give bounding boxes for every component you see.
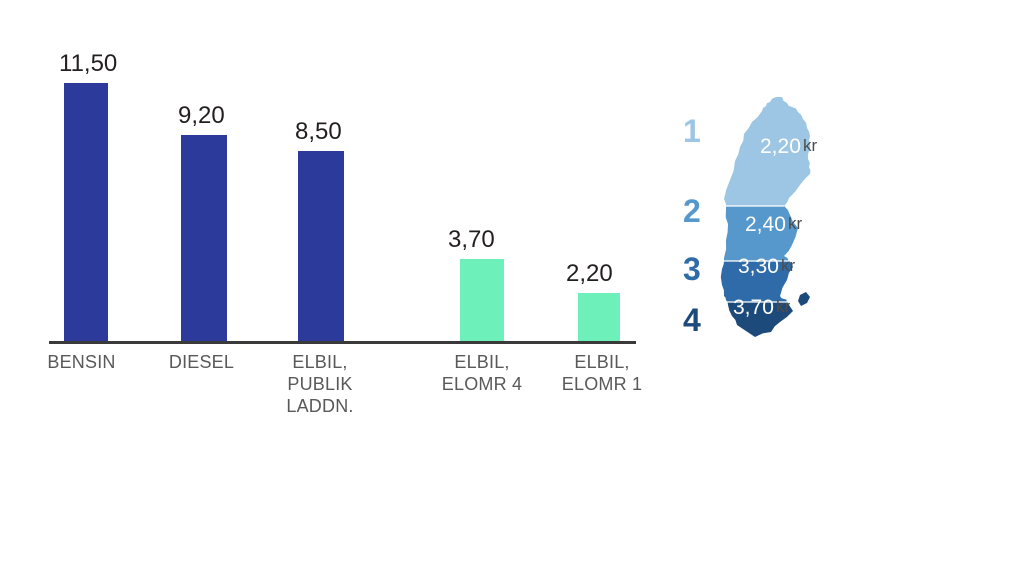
svg-text:3,70: 3,70: [733, 296, 774, 319]
svg-text:kr: kr: [781, 256, 796, 275]
svg-text:kr: kr: [788, 214, 803, 233]
svg-text:2,20: 2,20: [760, 135, 801, 158]
svg-text:kr: kr: [776, 297, 791, 316]
svg-text:3,30: 3,30: [738, 255, 779, 278]
svg-text:kr: kr: [803, 136, 818, 155]
svg-text:2,40: 2,40: [745, 213, 786, 236]
